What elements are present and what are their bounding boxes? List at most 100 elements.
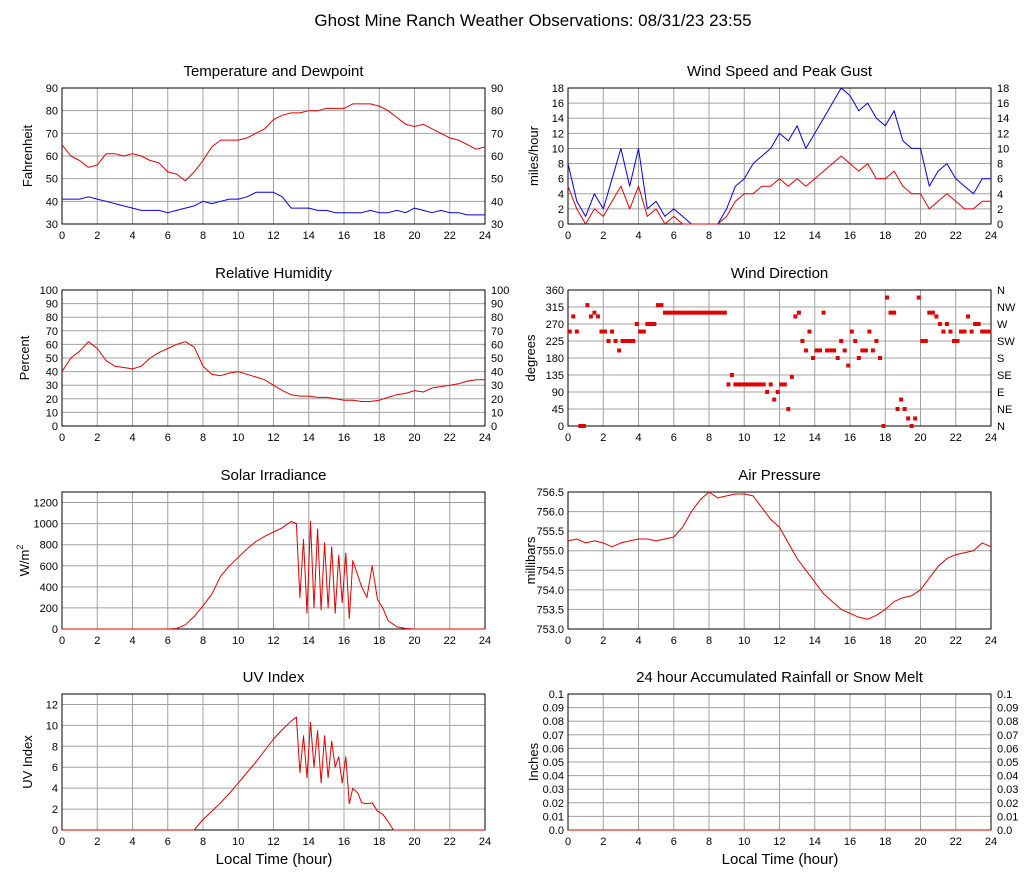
data-point [821,310,826,315]
plot-frame-winddir [567,289,992,427]
plot-frame-uv [61,693,486,831]
y-tick-label: 756.0 [536,507,564,519]
y-tick-label-right: 0 [997,219,1003,231]
data-point [588,314,593,319]
data-point [662,310,667,315]
x-tick-label: 8 [706,230,712,242]
data-point [698,310,703,315]
data-point [574,329,579,334]
x-tick-label: 16 [844,635,856,647]
x-tick-label: 0 [59,836,65,848]
x-tick-label: 4 [129,230,135,242]
data-point [832,348,837,353]
series-line-rh-0 [61,341,485,402]
compass-label: S [997,353,1004,365]
compass-label: NE [997,404,1012,416]
x-tick-label: 0 [59,635,65,647]
data-point [659,303,664,308]
data-point [677,310,682,315]
x-tick-label: 18 [879,432,891,444]
data-point [796,310,801,315]
x-tick-label: 24 [479,836,491,848]
x-tick-label: 20 [914,432,926,444]
y-tick-label: 755.0 [536,546,564,558]
data-point [877,356,882,360]
data-point [782,382,787,387]
data-point [722,310,727,315]
data-point [955,339,960,343]
gridlines-pressure [568,492,991,629]
y-axis-label-wind: miles/hour [526,125,541,186]
data-point [620,339,625,343]
x-tick-label: 20 [408,836,420,848]
y-tick-label: 20 [46,394,58,406]
series-line-solar-0 [62,521,485,630]
data-point [779,382,784,387]
y-tick-label-right: 0.08 [997,716,1018,728]
data-point [578,424,583,428]
data-point [863,348,868,353]
y-tick-label: 100 [40,285,58,297]
data-point [613,339,618,343]
x-tick-label: 6 [671,432,677,444]
x-tick-label: 20 [408,635,420,647]
gridlines-solar [62,492,485,629]
data-point [867,329,872,334]
y-tick-label: 90 [552,387,564,399]
y-tick-label: 315 [546,302,564,314]
x-tick-label: 2 [94,836,100,848]
data-point [973,322,978,326]
data-point [860,348,865,353]
data-point [913,416,918,421]
chart-title-pressure: Air Pressure [738,467,821,484]
x-tick-label: 12 [267,836,279,848]
y-tick-label: 753.5 [536,604,564,616]
x-axis-label-left: Local Time (hour) [216,851,333,868]
data-point [751,382,756,387]
data-point [909,424,914,428]
x-tick-label: 12 [773,635,785,647]
data-point [846,363,851,368]
x-tick-label: 16 [338,635,350,647]
y-tick-label: 0.03 [543,784,564,796]
y-tick-label-right: 70 [491,128,503,140]
y-tick-label: 225 [546,336,564,348]
data-point [712,310,717,315]
y-tick-label: 200 [40,603,58,615]
chart-title-winddir: Wind Direction [731,265,829,282]
gridlines-rain [568,694,991,830]
y-tick-label-right: 20 [491,394,503,406]
x-tick-label: 16 [844,836,856,848]
data-point [592,310,597,315]
data-point [966,314,971,319]
gridlines-rh [62,290,485,426]
data-point [835,356,840,360]
x-tick-label: 14 [303,836,315,848]
data-point [818,348,823,353]
y-tick-label: 40 [46,196,58,208]
gridlines-temp [62,88,485,224]
y-tick-label: 0 [558,219,564,231]
compass-label: N [997,285,1005,297]
y-tick-label: 8 [558,159,564,171]
x-tick-label: 0 [565,836,571,848]
x-tick-label: 22 [950,836,962,848]
y-tick-label: 135 [546,370,564,382]
y-tick-label-right: 4 [997,189,1003,201]
data-point [567,329,572,334]
y-tick-label-right: 60 [491,151,503,163]
x-tick-label: 14 [809,836,821,848]
x-tick-label: 22 [950,230,962,242]
data-point [606,339,611,343]
y-tick-label: 18 [552,83,564,95]
data-point [595,314,600,319]
y-tick-label-right: 80 [491,312,503,324]
data-point [948,329,953,334]
y-tick-label: 0.01 [543,811,564,823]
x-tick-label: 10 [232,836,244,848]
x-tick-label: 22 [444,836,456,848]
y-axis-label-rain: Inches [526,742,541,781]
